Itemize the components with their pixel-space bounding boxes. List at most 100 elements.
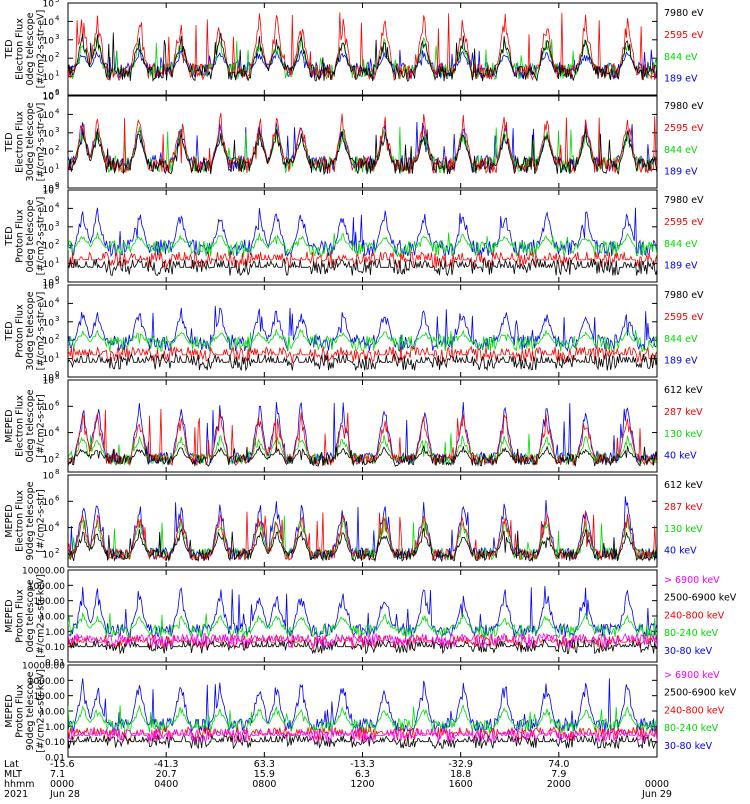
legend-80-240-kev: 80-240 keV bbox=[664, 628, 719, 639]
y-tick-label-exponent: 4 bbox=[55, 107, 60, 115]
axis-row-value: 0400 bbox=[154, 779, 178, 790]
y-axis-label-line: [#/cm2-s-str] bbox=[36, 394, 47, 457]
y-tick-label-exponent: 8 bbox=[55, 373, 59, 381]
y-tick-label-exponent: 4 bbox=[55, 296, 60, 304]
y-axis-label: TEDElectron Flux30deg telescope[#/cm2-s-… bbox=[4, 102, 47, 181]
y-tick-label-exponent: 5 bbox=[55, 0, 59, 4]
axis-row-value: 63.3 bbox=[254, 759, 275, 770]
axis-row-label-mlt: MLT bbox=[4, 769, 22, 780]
y-axis-label-line: TED bbox=[4, 226, 15, 246]
y-tick-label-exponent: 4 bbox=[55, 426, 60, 434]
legend-287-kev: 287 keV bbox=[664, 502, 703, 513]
legend-7980-ev: 7980 eV bbox=[664, 8, 704, 19]
series-7980-ev bbox=[68, 257, 657, 277]
axis-row-label-hhmm: hhmm bbox=[4, 779, 35, 790]
y-tick-label-exponent: 6 bbox=[55, 494, 60, 502]
y-tick-label: 10 bbox=[43, 374, 55, 384]
time-axis-labels: Lat -15.6 -41.3 63.3 -13.3 -32.9 74.0 MLT 7.1 20.… bbox=[4, 759, 672, 800]
panel-frame bbox=[67, 284, 658, 378]
y-axis-label-line: Proton Flux bbox=[15, 589, 26, 643]
y-axis-label-line: [#/cm2-s-str-keV] bbox=[36, 574, 47, 658]
axis-row-value: 0000 bbox=[645, 779, 669, 790]
y-tick-label-exponent: 5 bbox=[55, 89, 59, 97]
legend-130-kev: 130 keV bbox=[664, 429, 703, 440]
y-tick-label-exponent: 3 bbox=[55, 220, 59, 228]
axis-row-value: 6.3 bbox=[355, 769, 370, 780]
legend-2595-ev: 2595 eV bbox=[664, 30, 704, 41]
axis-row-value: 7.9 bbox=[551, 769, 566, 780]
y-axis-label-line: Electron Flux bbox=[15, 395, 26, 457]
y-tick-label: 10.00 bbox=[39, 708, 65, 718]
y-tick-label: 1.00 bbox=[45, 628, 65, 638]
axis-row-value: 7.1 bbox=[50, 769, 65, 780]
y-tick-label: 10 bbox=[43, 223, 55, 233]
y-axis-label: MEPEDProton Flux0deg telescope[#/cm2-s-s… bbox=[4, 574, 47, 658]
y-axis-label-line: MEPED bbox=[4, 694, 15, 727]
legend-612-kev: 612 keV bbox=[664, 480, 703, 491]
legend-189-ev: 189 eV bbox=[664, 261, 698, 272]
axis-row-value: -41.3 bbox=[154, 759, 179, 770]
y-tick-label: 10 bbox=[43, 550, 55, 560]
series-2595-ev bbox=[68, 345, 657, 364]
y-tick-label: 10 bbox=[43, 18, 55, 28]
y-axis-label-line: MEPED bbox=[4, 599, 15, 632]
y-tick-label: 10 bbox=[43, 36, 55, 46]
y-tick-label: 1.00 bbox=[45, 723, 65, 733]
y-tick-label-exponent: 2 bbox=[55, 144, 59, 152]
series-2595-ev bbox=[68, 251, 657, 269]
y-axis-label-line: Proton Flux bbox=[15, 304, 26, 358]
y-tick-label-exponent: 4 bbox=[55, 201, 60, 209]
y-tick-label-exponent: 2 bbox=[55, 238, 59, 246]
y-axis-label-line: Proton Flux bbox=[15, 209, 26, 263]
y-tick-label: 1000.00 bbox=[28, 677, 65, 687]
y-tick-label: 10 bbox=[43, 429, 55, 439]
y-tick-label-exponent: 2 bbox=[55, 51, 59, 59]
y-tick-label-exponent: 1 bbox=[55, 70, 59, 78]
y-axis-label-line: [#/cm2-s-str-eV] bbox=[36, 197, 47, 276]
y-tick-label-exponent: 0 bbox=[55, 370, 59, 378]
legend-30-80-kev: 30-80 keV bbox=[664, 741, 713, 752]
series-7980-ev bbox=[68, 128, 657, 176]
y-axis-label-line: [#/cm2-s-str-eV] bbox=[36, 103, 47, 182]
y-tick-label: 10 bbox=[43, 0, 55, 10]
y-tick-label: 10 bbox=[43, 498, 55, 508]
panel-frame bbox=[67, 189, 658, 283]
panel-traces bbox=[68, 112, 657, 176]
legend-844-ev: 844 eV bbox=[664, 52, 698, 63]
legend-130-kev: 130 keV bbox=[664, 524, 703, 535]
y-tick-label: 10 bbox=[43, 93, 55, 103]
y-tick-label: 10 bbox=[43, 129, 55, 139]
y-tick-label: 10 bbox=[43, 300, 55, 310]
y-tick-label: 0.10 bbox=[45, 643, 65, 653]
axis-row-value: 74.0 bbox=[548, 759, 569, 770]
axis-row-value: 1600 bbox=[449, 779, 473, 790]
y-tick-label: 10 bbox=[43, 166, 55, 176]
y-axis-label-line: 90deg telescope bbox=[25, 671, 36, 750]
series--6900-kev bbox=[68, 632, 657, 649]
series-844-ev bbox=[68, 232, 657, 259]
panel-7: 0.010.101.0010.00100.001000.0010000.00ME… bbox=[4, 567, 737, 669]
y-tick-label: 0.01 bbox=[45, 659, 65, 669]
y-tick-label-exponent: 1 bbox=[55, 257, 59, 265]
y-tick-label: 10 bbox=[43, 282, 55, 292]
y-tick-label-exponent: 6 bbox=[55, 399, 60, 407]
legend-2595-ev: 2595 eV bbox=[664, 123, 704, 134]
y-tick-label: 10 bbox=[43, 185, 55, 195]
y-tick-label-exponent: 1 bbox=[55, 163, 59, 171]
legend-2500-6900-kev: 2500-6900 keV bbox=[664, 688, 737, 699]
y-tick-label-exponent: 3 bbox=[55, 126, 59, 134]
y-tick-label: 10 bbox=[43, 92, 55, 102]
y-tick-label: 10 bbox=[43, 73, 55, 83]
y-tick-label: 10 bbox=[43, 337, 55, 347]
legend-7980-ev: 7980 eV bbox=[664, 101, 704, 112]
series-2500-6900-kev bbox=[68, 733, 657, 750]
y-axis-label-line: TED bbox=[4, 321, 15, 341]
axis-row-value: -32.9 bbox=[448, 759, 473, 770]
y-tick-label: 10000.00 bbox=[22, 567, 65, 577]
y-axis-label-line: MEPED bbox=[4, 409, 15, 442]
y-axis-label-line: Proton Flux bbox=[15, 684, 26, 738]
y-axis-label-line: Electron Flux bbox=[15, 18, 26, 80]
